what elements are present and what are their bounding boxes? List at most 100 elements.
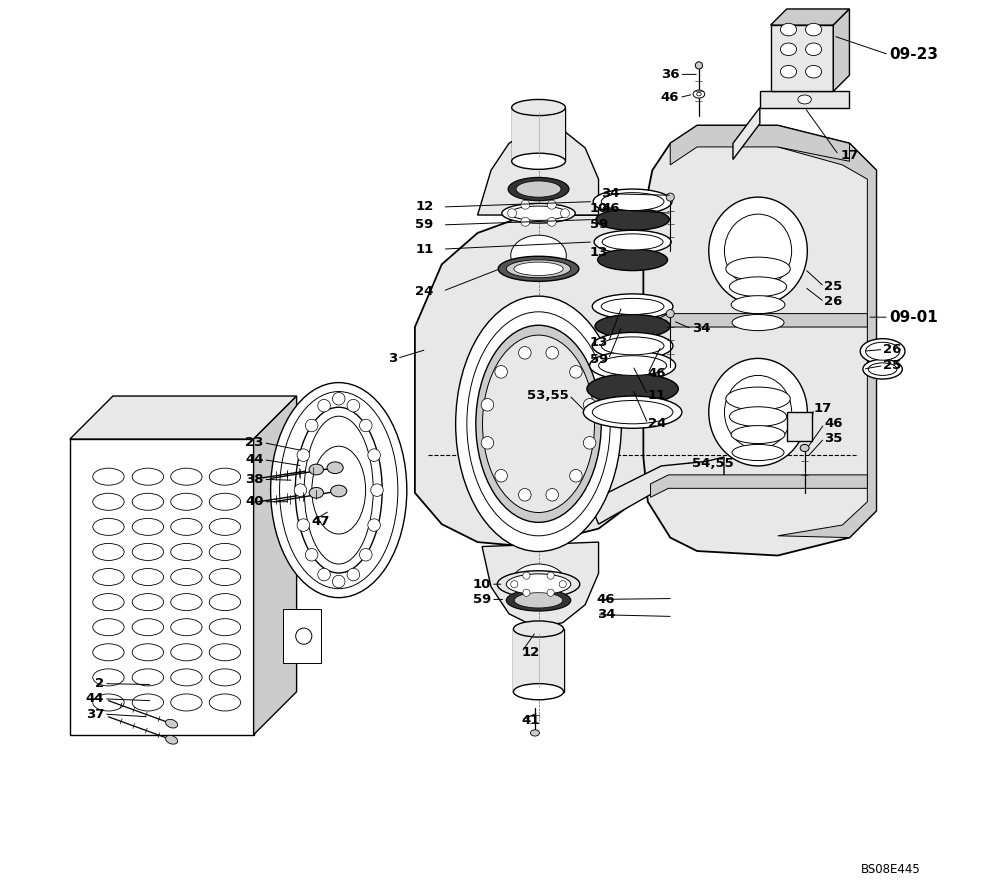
Text: 17: 17 [814,402,832,415]
Circle shape [368,519,380,531]
Ellipse shape [132,518,164,536]
Ellipse shape [132,493,164,511]
Text: 44: 44 [85,693,104,705]
Ellipse shape [510,206,567,220]
Circle shape [481,436,494,449]
Text: 24: 24 [648,418,666,430]
Ellipse shape [171,568,202,586]
Polygon shape [651,314,867,336]
Polygon shape [733,108,760,159]
Circle shape [583,399,596,411]
Circle shape [547,218,556,227]
Ellipse shape [209,618,241,636]
Circle shape [547,590,554,597]
Ellipse shape [513,684,564,700]
Ellipse shape [304,416,373,564]
Text: 47: 47 [312,515,330,528]
Ellipse shape [93,518,124,536]
Ellipse shape [209,694,241,711]
Text: 11: 11 [415,243,434,255]
Ellipse shape [483,335,595,513]
Ellipse shape [171,643,202,661]
Polygon shape [833,9,849,91]
Text: 34: 34 [597,608,615,621]
Ellipse shape [602,234,663,250]
Text: 46: 46 [648,367,666,380]
Ellipse shape [309,464,323,475]
Circle shape [360,548,372,561]
Ellipse shape [601,298,664,314]
Text: 38: 38 [245,473,263,486]
Polygon shape [760,91,849,108]
Polygon shape [771,9,849,25]
Circle shape [294,484,307,496]
Circle shape [297,519,310,531]
Text: 09-01: 09-01 [889,310,938,324]
Polygon shape [478,127,599,215]
Ellipse shape [93,668,124,686]
Ellipse shape [732,444,784,461]
Text: 25: 25 [883,359,902,372]
Text: 41: 41 [522,714,540,727]
Ellipse shape [93,643,124,661]
Circle shape [332,575,345,588]
Ellipse shape [806,23,822,36]
Ellipse shape [780,23,797,36]
Polygon shape [415,215,670,547]
Ellipse shape [132,668,164,686]
Ellipse shape [731,426,785,444]
Ellipse shape [327,462,343,473]
Ellipse shape [476,325,601,522]
Text: 46: 46 [824,418,843,430]
Ellipse shape [456,297,621,552]
Ellipse shape [800,444,809,452]
Ellipse shape [798,95,811,104]
Ellipse shape [506,590,571,611]
Ellipse shape [666,193,674,202]
Ellipse shape [868,363,897,375]
Text: 35: 35 [824,432,843,444]
Ellipse shape [595,314,670,338]
Ellipse shape [860,339,905,364]
Ellipse shape [594,230,671,254]
Ellipse shape [209,593,241,611]
Ellipse shape [601,337,664,355]
Bar [283,609,321,663]
Ellipse shape [132,593,164,611]
Text: 59: 59 [590,219,608,231]
Ellipse shape [209,518,241,536]
Circle shape [583,436,596,449]
Text: 13: 13 [590,336,608,349]
Text: 53,55: 53,55 [527,389,569,401]
Ellipse shape [498,256,579,281]
Text: 59: 59 [590,353,608,366]
Text: 46: 46 [661,91,679,104]
Circle shape [559,581,566,588]
Ellipse shape [209,543,241,561]
Text: 44: 44 [245,453,263,466]
Polygon shape [643,125,876,556]
Ellipse shape [93,694,124,711]
Polygon shape [651,475,867,497]
Ellipse shape [731,296,785,314]
Ellipse shape [729,277,787,297]
Ellipse shape [729,407,787,426]
Circle shape [368,449,380,461]
Ellipse shape [599,356,667,375]
Circle shape [508,209,517,218]
Polygon shape [70,439,254,735]
Circle shape [511,581,518,588]
Text: 3: 3 [388,352,397,365]
Text: 36: 36 [661,68,679,81]
Ellipse shape [166,736,178,745]
Ellipse shape [93,493,124,511]
Bar [513,629,564,692]
Circle shape [495,470,507,482]
Circle shape [360,419,372,432]
Ellipse shape [209,668,241,686]
Circle shape [347,568,360,581]
Ellipse shape [512,153,565,169]
Text: 59: 59 [415,219,434,231]
Circle shape [523,572,530,579]
Ellipse shape [709,358,807,466]
